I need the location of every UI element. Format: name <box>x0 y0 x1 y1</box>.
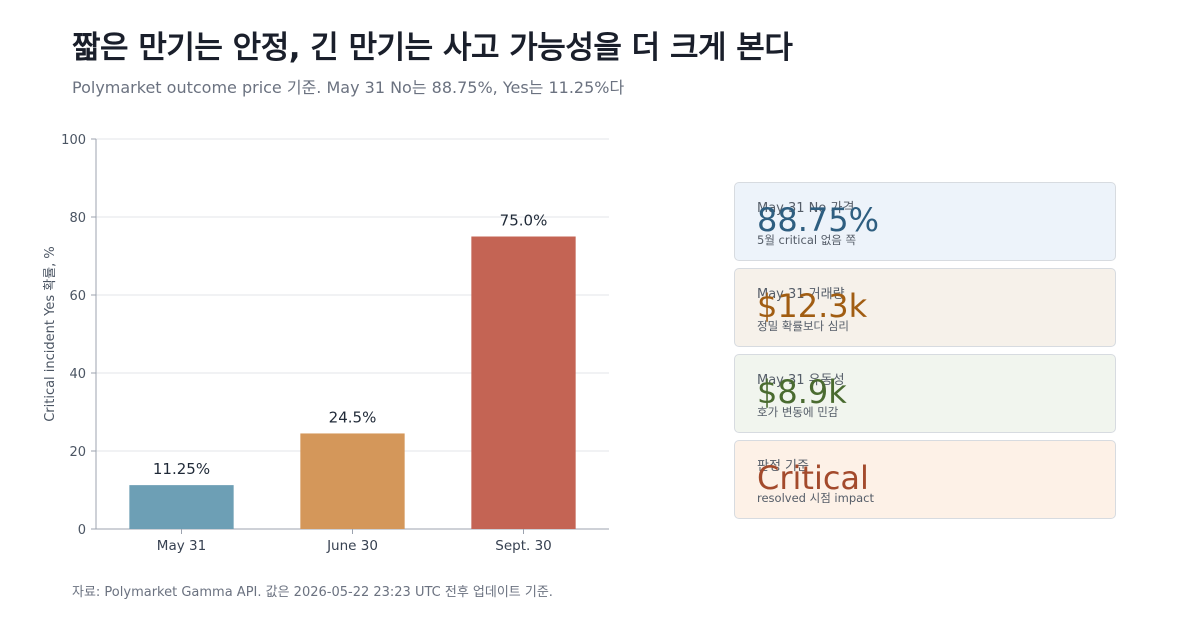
stat-card-no-price: May 31 No 가격 88.75% 5월 critical 없음 쪽 <box>734 182 1116 261</box>
stat-card-label: May 31 거래량 <box>757 287 845 302</box>
y-tick-label: 80 <box>69 211 86 226</box>
y-tick-label: 40 <box>69 367 86 382</box>
y-tick-label: 60 <box>69 289 86 304</box>
stat-card-value: 88.75% <box>757 201 880 239</box>
x-tick-label: Sept. 30 <box>495 538 552 554</box>
stat-card-value: $12.3k <box>757 287 868 325</box>
y-tick-label: 20 <box>69 445 86 460</box>
bar <box>300 433 405 529</box>
bar <box>129 485 234 529</box>
stat-card-note: 5월 critical 없음 쪽 <box>757 233 857 247</box>
stat-card-resolution: 판정 기준 Critical resolved 시점 impact <box>734 440 1116 519</box>
bar <box>471 236 576 529</box>
x-tick-label: May 31 <box>157 538 206 554</box>
stat-card-value: Critical <box>757 459 869 497</box>
stat-card-note: 정밀 확률보다 심리 <box>757 319 849 333</box>
stat-card-note: 호가 변동에 민감 <box>757 405 839 419</box>
stat-card-volume: May 31 거래량 $12.3k 정밀 확률보다 심리 <box>734 268 1116 347</box>
stat-card-note: resolved 시점 impact <box>757 491 875 505</box>
stat-card-liquidity: May 31 유동성 $8.9k 호가 변동에 민감 <box>734 354 1116 433</box>
stat-card-value: $8.9k <box>757 373 847 411</box>
y-axis-label: Critical incident Yes 확률, % <box>43 246 58 422</box>
y-tick-label: 100 <box>61 133 86 148</box>
stat-card-label: 판정 기준 <box>757 459 809 474</box>
page-subtitle: Polymarket outcome price 기준. May 31 No는 … <box>72 78 625 97</box>
y-tick-label: 0 <box>78 523 86 538</box>
stat-card-label: May 31 유동성 <box>757 373 845 388</box>
source-note: 자료: Polymarket Gamma API. 값은 2026-05-22 … <box>72 585 553 600</box>
bar-value-label: 24.5% <box>329 408 377 426</box>
x-tick-label: June 30 <box>326 538 378 554</box>
page-title: 짧은 만기는 안정, 긴 만기는 사고 가능성을 더 크게 본다 <box>72 30 793 66</box>
stat-card-label: May 31 No 가격 <box>757 201 855 216</box>
bar-value-label: 75.0% <box>500 212 548 230</box>
bar-chart: 0 20 40 60 80 100 Critical incident Yes 확률, % 1… <box>43 133 609 554</box>
bar-value-label: 11.25% <box>153 460 210 478</box>
